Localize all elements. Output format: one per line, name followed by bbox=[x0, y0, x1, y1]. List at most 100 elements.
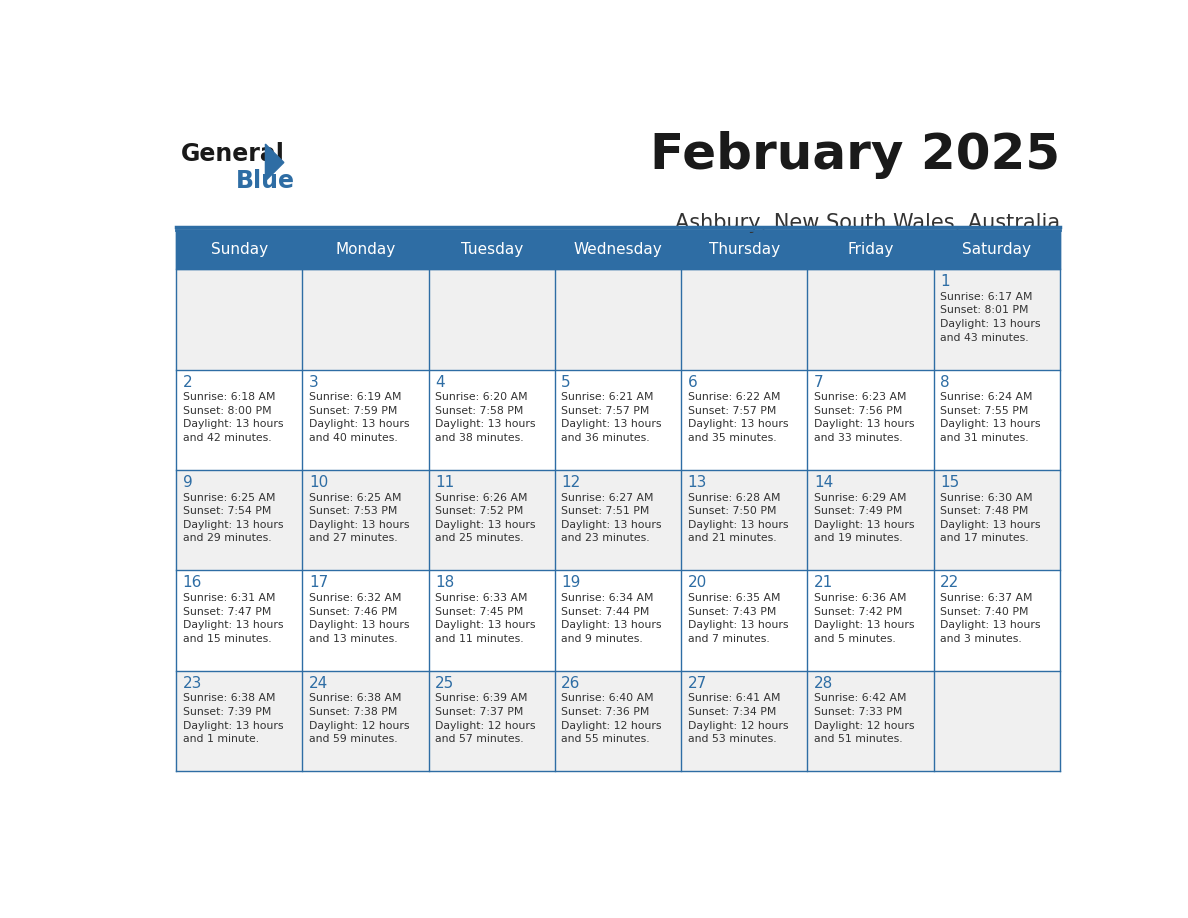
Text: Sunrise: 6:29 AM
Sunset: 7:49 PM
Daylight: 13 hours
and 19 minutes.: Sunrise: 6:29 AM Sunset: 7:49 PM Dayligh… bbox=[814, 493, 915, 543]
Text: 14: 14 bbox=[814, 475, 833, 490]
Bar bbox=[429, 470, 555, 570]
Text: 16: 16 bbox=[183, 576, 202, 590]
Text: Sunrise: 6:28 AM
Sunset: 7:50 PM
Daylight: 13 hours
and 21 minutes.: Sunrise: 6:28 AM Sunset: 7:50 PM Dayligh… bbox=[688, 493, 788, 543]
Bar bbox=[176, 470, 303, 570]
Text: 19: 19 bbox=[562, 576, 581, 590]
Text: Sunday: Sunday bbox=[210, 242, 267, 257]
Text: Sunrise: 6:36 AM
Sunset: 7:42 PM
Daylight: 13 hours
and 5 minutes.: Sunrise: 6:36 AM Sunset: 7:42 PM Dayligh… bbox=[814, 593, 915, 644]
Bar bbox=[303, 570, 429, 671]
Bar bbox=[303, 470, 429, 570]
Text: Sunrise: 6:25 AM
Sunset: 7:53 PM
Daylight: 13 hours
and 27 minutes.: Sunrise: 6:25 AM Sunset: 7:53 PM Dayligh… bbox=[309, 493, 410, 543]
Bar bbox=[808, 269, 934, 370]
Text: Sunrise: 6:30 AM
Sunset: 7:48 PM
Daylight: 13 hours
and 17 minutes.: Sunrise: 6:30 AM Sunset: 7:48 PM Dayligh… bbox=[940, 493, 1041, 543]
Bar bbox=[176, 230, 1060, 269]
Text: Sunrise: 6:38 AM
Sunset: 7:39 PM
Daylight: 13 hours
and 1 minute.: Sunrise: 6:38 AM Sunset: 7:39 PM Dayligh… bbox=[183, 693, 283, 744]
Bar bbox=[934, 370, 1060, 470]
Bar bbox=[934, 671, 1060, 771]
Bar bbox=[176, 370, 303, 470]
Text: Sunrise: 6:40 AM
Sunset: 7:36 PM
Daylight: 12 hours
and 55 minutes.: Sunrise: 6:40 AM Sunset: 7:36 PM Dayligh… bbox=[562, 693, 662, 744]
Text: 5: 5 bbox=[562, 375, 571, 389]
Text: Sunrise: 6:22 AM
Sunset: 7:57 PM
Daylight: 13 hours
and 35 minutes.: Sunrise: 6:22 AM Sunset: 7:57 PM Dayligh… bbox=[688, 392, 788, 443]
Text: Sunrise: 6:32 AM
Sunset: 7:46 PM
Daylight: 13 hours
and 13 minutes.: Sunrise: 6:32 AM Sunset: 7:46 PM Dayligh… bbox=[309, 593, 410, 644]
Bar bbox=[681, 370, 808, 470]
Bar bbox=[429, 269, 555, 370]
Text: Sunrise: 6:18 AM
Sunset: 8:00 PM
Daylight: 13 hours
and 42 minutes.: Sunrise: 6:18 AM Sunset: 8:00 PM Dayligh… bbox=[183, 392, 283, 443]
Bar bbox=[808, 570, 934, 671]
Bar bbox=[681, 671, 808, 771]
Text: 11: 11 bbox=[435, 475, 454, 490]
Text: Sunrise: 6:35 AM
Sunset: 7:43 PM
Daylight: 13 hours
and 7 minutes.: Sunrise: 6:35 AM Sunset: 7:43 PM Dayligh… bbox=[688, 593, 788, 644]
Bar bbox=[429, 370, 555, 470]
Text: Thursday: Thursday bbox=[709, 242, 779, 257]
Bar bbox=[808, 671, 934, 771]
Bar bbox=[176, 269, 303, 370]
Bar bbox=[303, 671, 429, 771]
Text: Sunrise: 6:19 AM
Sunset: 7:59 PM
Daylight: 13 hours
and 40 minutes.: Sunrise: 6:19 AM Sunset: 7:59 PM Dayligh… bbox=[309, 392, 410, 443]
Bar bbox=[555, 470, 681, 570]
Bar bbox=[808, 470, 934, 570]
Text: 7: 7 bbox=[814, 375, 823, 389]
Bar bbox=[934, 470, 1060, 570]
Polygon shape bbox=[265, 144, 284, 181]
Bar bbox=[555, 570, 681, 671]
Text: Sunrise: 6:27 AM
Sunset: 7:51 PM
Daylight: 13 hours
and 23 minutes.: Sunrise: 6:27 AM Sunset: 7:51 PM Dayligh… bbox=[562, 493, 662, 543]
Text: 24: 24 bbox=[309, 676, 328, 690]
Bar bbox=[934, 269, 1060, 370]
Text: 8: 8 bbox=[940, 375, 949, 389]
Text: 25: 25 bbox=[435, 676, 454, 690]
Text: Sunrise: 6:21 AM
Sunset: 7:57 PM
Daylight: 13 hours
and 36 minutes.: Sunrise: 6:21 AM Sunset: 7:57 PM Dayligh… bbox=[562, 392, 662, 443]
Bar bbox=[555, 370, 681, 470]
Text: 3: 3 bbox=[309, 375, 318, 389]
Text: 12: 12 bbox=[562, 475, 581, 490]
Text: Tuesday: Tuesday bbox=[461, 242, 523, 257]
Text: Sunrise: 6:23 AM
Sunset: 7:56 PM
Daylight: 13 hours
and 33 minutes.: Sunrise: 6:23 AM Sunset: 7:56 PM Dayligh… bbox=[814, 392, 915, 443]
Bar bbox=[681, 269, 808, 370]
Text: Blue: Blue bbox=[236, 169, 295, 193]
Text: February 2025: February 2025 bbox=[650, 131, 1060, 179]
Text: Sunrise: 6:34 AM
Sunset: 7:44 PM
Daylight: 13 hours
and 9 minutes.: Sunrise: 6:34 AM Sunset: 7:44 PM Dayligh… bbox=[562, 593, 662, 644]
Bar bbox=[555, 269, 681, 370]
Bar bbox=[176, 671, 303, 771]
Bar bbox=[303, 370, 429, 470]
Bar bbox=[934, 570, 1060, 671]
Text: 13: 13 bbox=[688, 475, 707, 490]
Text: 27: 27 bbox=[688, 676, 707, 690]
Text: Sunrise: 6:20 AM
Sunset: 7:58 PM
Daylight: 13 hours
and 38 minutes.: Sunrise: 6:20 AM Sunset: 7:58 PM Dayligh… bbox=[435, 392, 536, 443]
Text: Sunrise: 6:24 AM
Sunset: 7:55 PM
Daylight: 13 hours
and 31 minutes.: Sunrise: 6:24 AM Sunset: 7:55 PM Dayligh… bbox=[940, 392, 1041, 443]
Text: Sunrise: 6:38 AM
Sunset: 7:38 PM
Daylight: 12 hours
and 59 minutes.: Sunrise: 6:38 AM Sunset: 7:38 PM Dayligh… bbox=[309, 693, 410, 744]
Text: Sunrise: 6:25 AM
Sunset: 7:54 PM
Daylight: 13 hours
and 29 minutes.: Sunrise: 6:25 AM Sunset: 7:54 PM Dayligh… bbox=[183, 493, 283, 543]
Bar bbox=[681, 470, 808, 570]
Text: 26: 26 bbox=[562, 676, 581, 690]
Text: 22: 22 bbox=[940, 576, 960, 590]
Text: Sunrise: 6:37 AM
Sunset: 7:40 PM
Daylight: 13 hours
and 3 minutes.: Sunrise: 6:37 AM Sunset: 7:40 PM Dayligh… bbox=[940, 593, 1041, 644]
Bar bbox=[429, 570, 555, 671]
Text: Sunrise: 6:31 AM
Sunset: 7:47 PM
Daylight: 13 hours
and 15 minutes.: Sunrise: 6:31 AM Sunset: 7:47 PM Dayligh… bbox=[183, 593, 283, 644]
Text: Friday: Friday bbox=[847, 242, 893, 257]
Text: 6: 6 bbox=[688, 375, 697, 389]
Text: 4: 4 bbox=[435, 375, 444, 389]
Text: Sunrise: 6:42 AM
Sunset: 7:33 PM
Daylight: 12 hours
and 51 minutes.: Sunrise: 6:42 AM Sunset: 7:33 PM Dayligh… bbox=[814, 693, 915, 744]
Text: General: General bbox=[181, 142, 285, 166]
Text: 18: 18 bbox=[435, 576, 454, 590]
Text: Sunrise: 6:39 AM
Sunset: 7:37 PM
Daylight: 12 hours
and 57 minutes.: Sunrise: 6:39 AM Sunset: 7:37 PM Dayligh… bbox=[435, 693, 536, 744]
Text: 20: 20 bbox=[688, 576, 707, 590]
Text: 9: 9 bbox=[183, 475, 192, 490]
Text: 1: 1 bbox=[940, 274, 949, 289]
Text: Ashbury, New South Wales, Australia: Ashbury, New South Wales, Australia bbox=[675, 213, 1060, 232]
Bar bbox=[555, 671, 681, 771]
Text: 17: 17 bbox=[309, 576, 328, 590]
Text: 23: 23 bbox=[183, 676, 202, 690]
Text: 21: 21 bbox=[814, 576, 833, 590]
Bar bbox=[176, 570, 303, 671]
Text: Sunrise: 6:33 AM
Sunset: 7:45 PM
Daylight: 13 hours
and 11 minutes.: Sunrise: 6:33 AM Sunset: 7:45 PM Dayligh… bbox=[435, 593, 536, 644]
Text: 15: 15 bbox=[940, 475, 960, 490]
Text: Sunrise: 6:17 AM
Sunset: 8:01 PM
Daylight: 13 hours
and 43 minutes.: Sunrise: 6:17 AM Sunset: 8:01 PM Dayligh… bbox=[940, 292, 1041, 342]
Text: Sunrise: 6:26 AM
Sunset: 7:52 PM
Daylight: 13 hours
and 25 minutes.: Sunrise: 6:26 AM Sunset: 7:52 PM Dayligh… bbox=[435, 493, 536, 543]
Text: 2: 2 bbox=[183, 375, 192, 389]
Text: Saturday: Saturday bbox=[962, 242, 1031, 257]
Bar bbox=[429, 671, 555, 771]
Bar bbox=[808, 370, 934, 470]
Text: Monday: Monday bbox=[335, 242, 396, 257]
Text: 10: 10 bbox=[309, 475, 328, 490]
Text: Wednesday: Wednesday bbox=[574, 242, 663, 257]
